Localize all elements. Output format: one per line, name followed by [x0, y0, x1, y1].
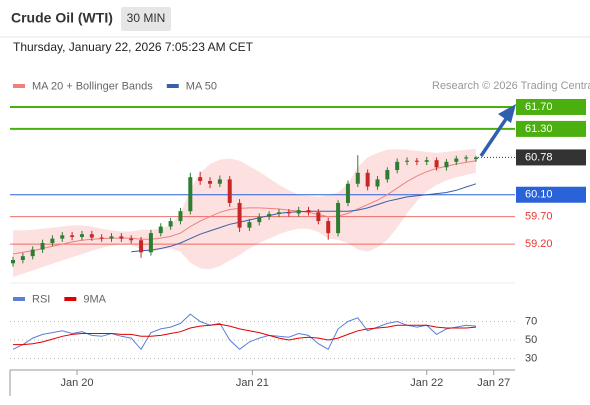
- candle-body: [355, 172, 360, 184]
- forecast-arrow: [479, 115, 510, 157]
- x-tick-label: Jan 20: [61, 377, 94, 389]
- level-label-box: [516, 120, 586, 137]
- candle-body: [198, 177, 203, 182]
- level-label: 59.20: [525, 238, 553, 250]
- legend-label: RSI: [32, 293, 50, 305]
- legend-label: 9MA: [83, 293, 106, 305]
- candle-body: [158, 226, 163, 234]
- candle-body: [148, 233, 153, 253]
- candle-body: [257, 216, 262, 223]
- candle-body: [208, 181, 213, 184]
- credit: Research © 2026 Trading Central: [432, 80, 590, 92]
- indicator-line: [12, 313, 477, 351]
- x-tick-label: Jan 21: [236, 377, 269, 389]
- datetime: Thursday, January 22, 2026 7:05:23 AM CE…: [13, 40, 254, 54]
- candle-body: [326, 221, 331, 234]
- candle-body: [424, 160, 429, 162]
- y-tick-label: 70: [525, 315, 537, 327]
- timeframe-box: [121, 7, 171, 31]
- candle-body: [50, 238, 55, 243]
- level-label-box: [516, 149, 586, 166]
- ma-line: [131, 183, 477, 253]
- level-label-box: [516, 98, 586, 115]
- candle-body: [20, 256, 25, 260]
- candle-body: [375, 179, 380, 187]
- candle-body: [296, 210, 301, 214]
- candle-body: [444, 161, 449, 168]
- candle-body: [168, 221, 173, 227]
- candle-body: [99, 237, 104, 239]
- candle-body: [306, 210, 311, 213]
- candle-body: [109, 236, 114, 239]
- candle-body: [316, 212, 321, 222]
- candle-body: [385, 170, 390, 180]
- timeframe: 30 MIN: [127, 11, 166, 25]
- forecast-arrow-head: [498, 104, 516, 123]
- candle-body: [30, 249, 35, 257]
- candle-body: [79, 234, 84, 237]
- candle-body: [89, 234, 94, 238]
- candle-body: [70, 235, 75, 237]
- candle-body: [188, 177, 193, 212]
- ma-line: [12, 160, 477, 255]
- level-label: 61.70: [525, 101, 553, 113]
- legend-swatch: [166, 84, 179, 88]
- title: Crude Oil (WTI): [11, 10, 113, 26]
- candle-body: [40, 242, 45, 250]
- candle-body: [454, 158, 459, 162]
- level-label: 59.70: [525, 211, 553, 223]
- level-label-box: [516, 186, 586, 203]
- candle-body: [345, 183, 350, 203]
- legend-swatch: [13, 297, 25, 301]
- candle-body: [464, 157, 469, 159]
- candle-body: [178, 211, 183, 222]
- candle-body: [237, 202, 242, 228]
- candle-body: [336, 202, 341, 234]
- candle-body: [11, 259, 15, 264]
- level-label: 60.78: [525, 151, 553, 163]
- candle-body: [474, 157, 478, 160]
- candle-body: [286, 212, 291, 214]
- candle-body: [365, 172, 370, 187]
- candle-body: [405, 160, 410, 162]
- candle-body: [139, 240, 144, 253]
- candle-body: [414, 160, 419, 162]
- legend-swatch: [64, 297, 77, 301]
- level-label: 60.10: [525, 189, 553, 201]
- indicator-line: [13, 323, 477, 346]
- legend-swatch: [13, 84, 25, 88]
- candle-body: [395, 161, 400, 171]
- y-tick-label: 50: [525, 334, 537, 346]
- candle-body: [60, 235, 65, 239]
- candle-body: [267, 213, 272, 217]
- legend-label: MA 20 + Bollinger Bands: [32, 80, 153, 92]
- candle-body: [119, 236, 124, 239]
- y-tick-label: 30: [525, 352, 537, 364]
- x-tick-label: Jan 22: [410, 377, 443, 389]
- candle-body: [276, 212, 281, 214]
- level-label: 61.30: [525, 123, 553, 135]
- x-tick-label: Jan 27: [477, 377, 510, 389]
- candle-body: [434, 160, 439, 168]
- candle-body: [227, 179, 232, 203]
- candle-body: [247, 222, 252, 228]
- legend-label: MA 50: [186, 80, 217, 92]
- plot: MA 20 + Bollinger Bands MA 50 61.70 61.30 60…: [10, 80, 586, 389]
- bollinger-band: [13, 148, 476, 277]
- candle-body: [217, 179, 222, 184]
- candle-body: [129, 238, 134, 241]
